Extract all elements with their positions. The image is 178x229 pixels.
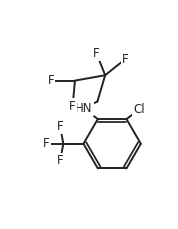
Text: F: F <box>122 52 129 65</box>
Text: F: F <box>48 74 54 87</box>
Text: F: F <box>57 120 64 133</box>
Text: HN: HN <box>75 102 93 115</box>
Text: F: F <box>43 137 50 150</box>
Text: F: F <box>57 154 64 167</box>
Text: F: F <box>93 47 100 60</box>
Text: Cl: Cl <box>133 103 145 116</box>
Text: F: F <box>69 100 76 112</box>
